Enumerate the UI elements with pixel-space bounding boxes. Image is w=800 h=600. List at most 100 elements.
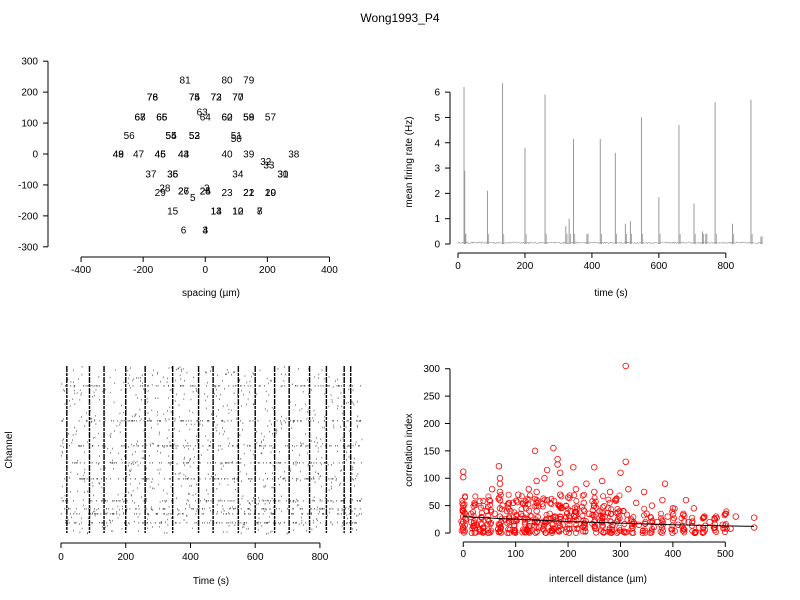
correlation-x-tick-label: 100 (507, 549, 524, 560)
correlation-point (570, 464, 577, 471)
spacing-map-x-tick-label: -400 (71, 265, 91, 276)
spacing-map-channel-label: 73 (211, 92, 223, 103)
panel-correlation-xlabel: intercell distance (µm) (549, 574, 647, 585)
correlation-point (622, 362, 629, 370)
correlation-point (557, 491, 564, 498)
raster-x-tick-label: 800 (312, 552, 329, 563)
panel-correlation: intercell distance (µm) correlation inde… (404, 362, 758, 585)
spacing-map-y-tick-label: 0 (32, 150, 38, 161)
correlation-point (460, 473, 467, 481)
correlation-point (695, 524, 703, 531)
spacing-map-channel-label: 3 (204, 184, 210, 195)
spacing-map-y-tick-label: -200 (18, 211, 38, 222)
spacing-map-channel-label: 56 (124, 131, 136, 142)
spacing-map-channel-label: 30 (277, 170, 289, 181)
spacing-map-channel-label: 12 (232, 207, 244, 218)
correlation-point (622, 458, 629, 466)
spacing-map-channel-label: 40 (221, 150, 233, 161)
correlation-point (491, 510, 498, 518)
correlation-point-cloud (458, 491, 730, 536)
spacing-map-channel-label: 57 (265, 112, 277, 123)
spacing-map-channel-label: 34 (232, 170, 244, 181)
correlation-point (682, 496, 690, 504)
correlation-point (557, 502, 564, 509)
spacing-map-y-tick-label: -100 (18, 180, 38, 191)
correlation-x-tick-label: 400 (665, 549, 682, 560)
correlation-point (460, 527, 467, 534)
correlation-point (706, 518, 713, 526)
spacing-map-channel-label: 20 (265, 188, 277, 199)
firing-rate-x-tick-label: 400 (584, 261, 601, 272)
correlation-point (732, 513, 739, 520)
panel-spacing-map: spacing (µm) -300-200-1000100200300-400-… (18, 57, 338, 299)
correlation-point (507, 507, 514, 515)
spacing-map-channel-label: 4 (202, 225, 208, 236)
spacing-map-channel-label: 53 (189, 131, 201, 142)
correlation-y-tick-label: 100 (423, 474, 440, 485)
spacing-map-channel-label: 3 (202, 225, 208, 236)
correlation-point (495, 463, 503, 470)
correlation-point (533, 477, 540, 485)
correlation-point (496, 513, 504, 520)
correlation-point (512, 517, 519, 525)
correlation-point (601, 513, 608, 520)
correlation-point (543, 466, 551, 474)
correlation-point (591, 464, 598, 471)
spacing-map-channel-label: 5 (190, 193, 196, 204)
spacing-map-channel-label: 49 (113, 150, 125, 161)
correlation-point (722, 510, 729, 518)
correlation-point (635, 521, 643, 528)
panel-raster-ylabel: Channel (4, 431, 15, 468)
correlation-point (711, 516, 719, 523)
spacing-map-channel-label: 31 (277, 170, 289, 181)
spacing-map-channel-label: 65 (156, 112, 168, 123)
spacing-map-channel-label: 59 (243, 112, 255, 123)
correlation-point (633, 499, 640, 507)
spacing-map-y-tick-label: -300 (18, 242, 38, 253)
correlation-point (596, 507, 603, 515)
spacing-map-channel-label: 78 (147, 92, 159, 103)
correlation-point (564, 494, 572, 501)
correlation-point (661, 480, 669, 487)
correlation-point (533, 507, 540, 515)
correlation-point (533, 499, 540, 507)
correlation-point (533, 488, 540, 496)
spacing-map-y-tick-label: 300 (21, 57, 38, 68)
spacing-map-channel-label: 29 (155, 188, 167, 199)
correlation-point (557, 469, 564, 476)
correlation-point (643, 510, 650, 518)
spacing-map-channel-label: 21 (243, 188, 255, 199)
raster-x-tick-label: 400 (182, 552, 199, 563)
correlation-point (690, 505, 698, 512)
correlation-y-tick-label: 150 (423, 446, 440, 457)
correlation-point (536, 524, 543, 531)
spacing-map-y-tick-label: 200 (21, 88, 38, 99)
spacing-map-channel-label: 25 (200, 187, 212, 198)
correlation-point (522, 505, 530, 512)
correlation-point (467, 518, 475, 526)
firing-rate-y-tick-label: 1 (434, 214, 440, 225)
spacing-map-channel-label: 19 (265, 188, 277, 199)
correlation-point (609, 521, 616, 528)
spacing-map-channel-label: 66 (156, 112, 168, 123)
correlation-point (559, 521, 567, 528)
correlation-point (585, 510, 593, 518)
correlation-fit-line (463, 516, 755, 527)
firing-rate-y-tick-label: 5 (434, 113, 440, 124)
spacing-map-channel-label: 27 (178, 187, 190, 198)
spacing-map-channel-label: 81 (180, 75, 192, 86)
correlation-point (496, 488, 504, 496)
firing-rate-y-tick-label: 0 (434, 240, 440, 251)
firing-rate-x-tick-label: 800 (717, 261, 734, 272)
spacing-map-channel-label: 23 (221, 188, 233, 199)
spacing-map-x-tick-label: 0 (202, 265, 208, 276)
correlation-y-tick-label: 300 (423, 364, 440, 375)
correlation-y-tick-label: 50 (429, 501, 441, 512)
panel-firing-rate-xlabel: time (s) (594, 288, 627, 299)
spacing-map-channel-label: 39 (243, 150, 255, 161)
correlation-point (583, 480, 590, 487)
spacing-map-channel-label: 28 (159, 184, 171, 195)
correlation-point (591, 488, 598, 496)
correlation-point (617, 469, 624, 476)
spacing-map-channel-label: 77 (232, 92, 244, 103)
